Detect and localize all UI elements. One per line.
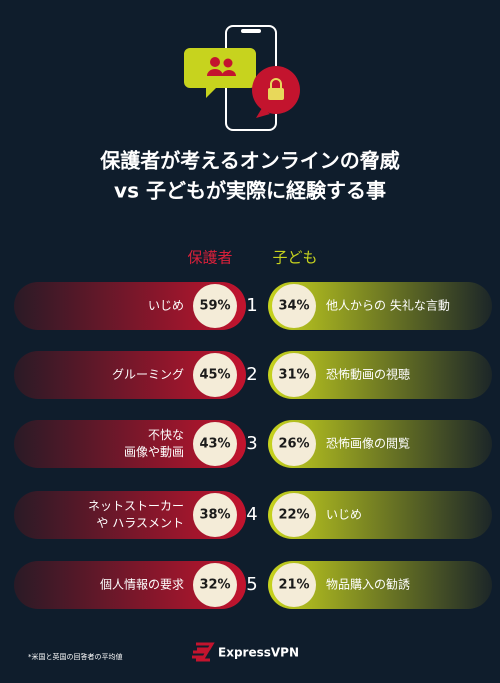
parent-circle (193, 284, 237, 328)
parent-label: グルーミング (112, 368, 184, 382)
parent-bar (14, 351, 246, 399)
child-value: 22% (278, 508, 309, 523)
parent-value: 32% (199, 578, 230, 593)
child-circle (272, 563, 316, 607)
parent-bar (14, 420, 246, 468)
phone-icon (184, 25, 300, 131)
parent-bar (14, 282, 246, 330)
child-value: 31% (278, 368, 309, 383)
child-circle (272, 493, 316, 537)
title-line: vs 子どもが実際に経験する事 (114, 179, 386, 203)
parent-label: 画像や動画 (124, 445, 184, 459)
child-circle (272, 422, 316, 466)
footnote: *米国と英国の回答者の平均値 (28, 652, 123, 661)
child-value: 26% (278, 437, 309, 452)
rank: 1 (246, 295, 257, 316)
parent-circle (193, 353, 237, 397)
parent-bar (14, 491, 246, 539)
parent-label: いじめ (148, 299, 184, 313)
child-label: いじめ (326, 508, 362, 522)
parent-value: 45% (199, 368, 230, 383)
rank: 4 (246, 504, 257, 525)
parent-circle (193, 422, 237, 466)
parent-bar (14, 561, 246, 609)
child-bar (268, 420, 492, 468)
rank: 3 (246, 433, 257, 454)
brand: ExpressVPN (218, 646, 299, 660)
child-bar (268, 282, 492, 330)
child-label: 恐怖動画の視聴 (326, 367, 410, 382)
rank: 5 (246, 574, 257, 595)
parents-header: 保護者 (187, 249, 232, 267)
child-value: 21% (278, 578, 309, 593)
brand-logo (192, 642, 215, 662)
parent-value: 59% (199, 299, 230, 314)
child-bar (268, 351, 492, 399)
title-line: 保護者が考えるオンラインの脅威 (99, 149, 399, 173)
child-label: 恐怖画像の閲覧 (326, 436, 410, 451)
parent-value: 38% (199, 508, 230, 523)
child-bar (268, 561, 492, 609)
child-label: 物品購入の勧誘 (326, 578, 410, 592)
child-label: 他人からの 失礼な言動 (326, 298, 450, 313)
parent-value: 43% (199, 437, 230, 452)
rows: 59% 34% 1 いじめ 他人からの 失礼な言動 45% 31% 2 グルーミング 恐怖動画の視… (14, 282, 492, 609)
parent-circle (193, 493, 237, 537)
parent-circle (193, 563, 237, 607)
parent-label: 個人情報の要求 (100, 578, 184, 592)
child-circle (272, 353, 316, 397)
child-bar (268, 491, 492, 539)
child-value: 34% (278, 299, 309, 314)
rank: 2 (246, 364, 257, 385)
parent-label: ネットストーカー (88, 499, 184, 513)
parent-label: や ハラスメント (96, 516, 184, 530)
parent-label: 不快な (148, 428, 184, 442)
child-circle (272, 284, 316, 328)
children-header: 子ども (272, 249, 317, 267)
